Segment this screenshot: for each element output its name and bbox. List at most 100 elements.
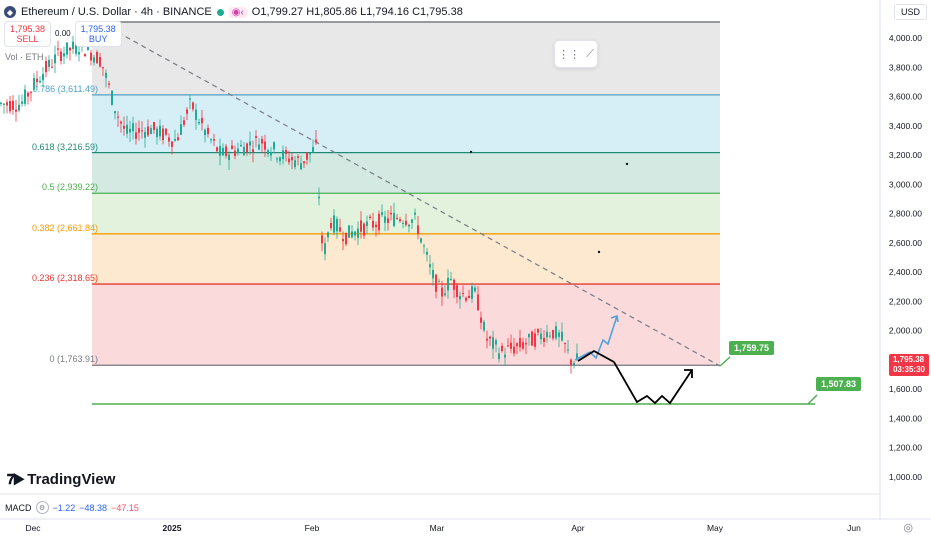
price-tick-12: 1,600.00 bbox=[889, 384, 922, 394]
price-tick-10: 2,000.00 bbox=[889, 326, 922, 336]
candle-body bbox=[480, 317, 482, 323]
price-tick-0: 4,000.00 bbox=[889, 33, 922, 43]
macd-legend[interactable]: MACD ⚙ −1.22 −48.38 −47.15 bbox=[5, 501, 139, 514]
time-tick-5: May bbox=[707, 523, 724, 533]
candle-body bbox=[420, 238, 422, 243]
candle-body bbox=[177, 137, 179, 141]
high-value: H1,805.86 bbox=[306, 6, 357, 18]
candle-body bbox=[252, 149, 254, 153]
ethereum-icon: ◆ bbox=[4, 6, 16, 18]
price-tick-5: 3,000.00 bbox=[889, 179, 922, 189]
candle-body bbox=[168, 137, 170, 142]
candle-body bbox=[456, 285, 458, 297]
price-tick-3: 3,400.00 bbox=[889, 121, 922, 131]
candle-body bbox=[552, 330, 554, 339]
macd-label: MACD bbox=[5, 502, 32, 513]
candle-body bbox=[519, 338, 521, 348]
candle-body bbox=[369, 216, 371, 219]
target1-connector bbox=[719, 356, 731, 367]
candle-body bbox=[63, 53, 65, 57]
symbol-header[interactable]: ◆ Ethereum / U.S. Dollar · 4h · BINANCE … bbox=[4, 4, 463, 20]
candle-body bbox=[489, 336, 491, 339]
drawing-toolbar[interactable]: ⋮⋮ ⟋ bbox=[554, 40, 598, 68]
candle-body bbox=[3, 103, 5, 105]
candle-body bbox=[501, 345, 503, 352]
candle-body bbox=[93, 57, 95, 63]
trade-panel: 1,795.38 SELL 0.00 1,795.38 BUY bbox=[4, 21, 122, 47]
tradingview-logo[interactable]: 𝟕▶ TradingView bbox=[7, 471, 115, 488]
candle-body bbox=[135, 132, 137, 139]
candle-body bbox=[453, 279, 455, 290]
candle-body bbox=[21, 101, 23, 104]
candle-body bbox=[132, 123, 134, 132]
candle-body bbox=[408, 224, 410, 227]
volume-indicator-label[interactable]: Vol · ETH bbox=[5, 52, 44, 62]
candle-body bbox=[309, 152, 311, 155]
candle-body bbox=[363, 223, 365, 236]
time-tick-1: 2025 bbox=[163, 523, 182, 533]
candle-body bbox=[564, 343, 566, 345]
drag-handle-icon[interactable]: ⋮⋮ bbox=[558, 48, 581, 61]
candle-body bbox=[483, 321, 485, 331]
sell-button[interactable]: 1,795.38 SELL bbox=[4, 21, 52, 47]
sell-label: SELL bbox=[16, 34, 39, 44]
candle-body bbox=[471, 286, 473, 299]
candle-body bbox=[267, 150, 269, 155]
candle-body bbox=[231, 145, 233, 150]
candle-body bbox=[321, 235, 323, 244]
candle-body bbox=[102, 67, 104, 69]
price-tick-1: 3,800.00 bbox=[889, 62, 922, 72]
candle-body bbox=[174, 139, 176, 141]
candle-body bbox=[357, 228, 359, 238]
candle-body bbox=[312, 147, 314, 152]
drawing-tool-icon[interactable]: ⟋ bbox=[586, 47, 594, 60]
settings-icon[interactable]: ⚙ bbox=[35, 501, 49, 514]
candle-body bbox=[447, 277, 449, 291]
market-status-icon bbox=[216, 8, 224, 16]
fib-zone-1 bbox=[92, 22, 720, 96]
candle-body bbox=[474, 287, 476, 292]
candle-body bbox=[120, 121, 122, 124]
candle-body bbox=[426, 251, 428, 255]
candle-body bbox=[159, 125, 161, 137]
sell-price: 1,795.38 bbox=[10, 24, 46, 34]
candle-body bbox=[306, 152, 308, 160]
candle-body bbox=[228, 154, 230, 161]
candle-body bbox=[108, 83, 110, 85]
candle-body bbox=[486, 338, 488, 341]
candle-body bbox=[258, 144, 260, 150]
candle-body bbox=[390, 212, 392, 215]
eye-icon[interactable]: ◉‹ bbox=[228, 6, 247, 18]
candle-body bbox=[558, 332, 560, 337]
candle-body bbox=[570, 359, 572, 365]
chart-settings-icon[interactable]: ◎ bbox=[903, 522, 913, 534]
candle-body bbox=[432, 269, 434, 279]
candle-body bbox=[219, 146, 221, 156]
buy-button[interactable]: 1,795.38 BUY bbox=[74, 21, 122, 47]
candle-body bbox=[84, 54, 86, 57]
candle-body bbox=[279, 157, 281, 162]
currency-selector[interactable]: USD bbox=[893, 4, 927, 20]
candle-body bbox=[342, 239, 344, 242]
fib-label-0: 0.786 (3,611.49) bbox=[32, 83, 98, 94]
candle-body bbox=[243, 146, 245, 156]
candle-body bbox=[33, 78, 35, 90]
candle-body bbox=[24, 89, 26, 104]
candle-body bbox=[360, 220, 362, 232]
time-tick-2: Feb bbox=[305, 523, 320, 533]
candle-body bbox=[72, 41, 74, 50]
candle-body bbox=[303, 161, 305, 164]
candle-body bbox=[201, 117, 203, 124]
price-tick-14: 1,200.00 bbox=[889, 443, 922, 453]
symbol-title[interactable]: Ethereum / U.S. Dollar · 4h · BINANCE bbox=[21, 6, 212, 18]
candle-body bbox=[234, 150, 236, 156]
candle-body bbox=[444, 293, 446, 296]
price-tick-2: 3,600.00 bbox=[889, 92, 922, 102]
candle-body bbox=[477, 294, 479, 311]
candle-body bbox=[18, 104, 20, 111]
candle-body bbox=[204, 129, 206, 136]
candle-body bbox=[27, 92, 29, 97]
ohlc-values: O1,799.27 H1,805.86 L1,794.16 C1,795.38 bbox=[252, 6, 463, 18]
candle-body bbox=[465, 297, 467, 301]
